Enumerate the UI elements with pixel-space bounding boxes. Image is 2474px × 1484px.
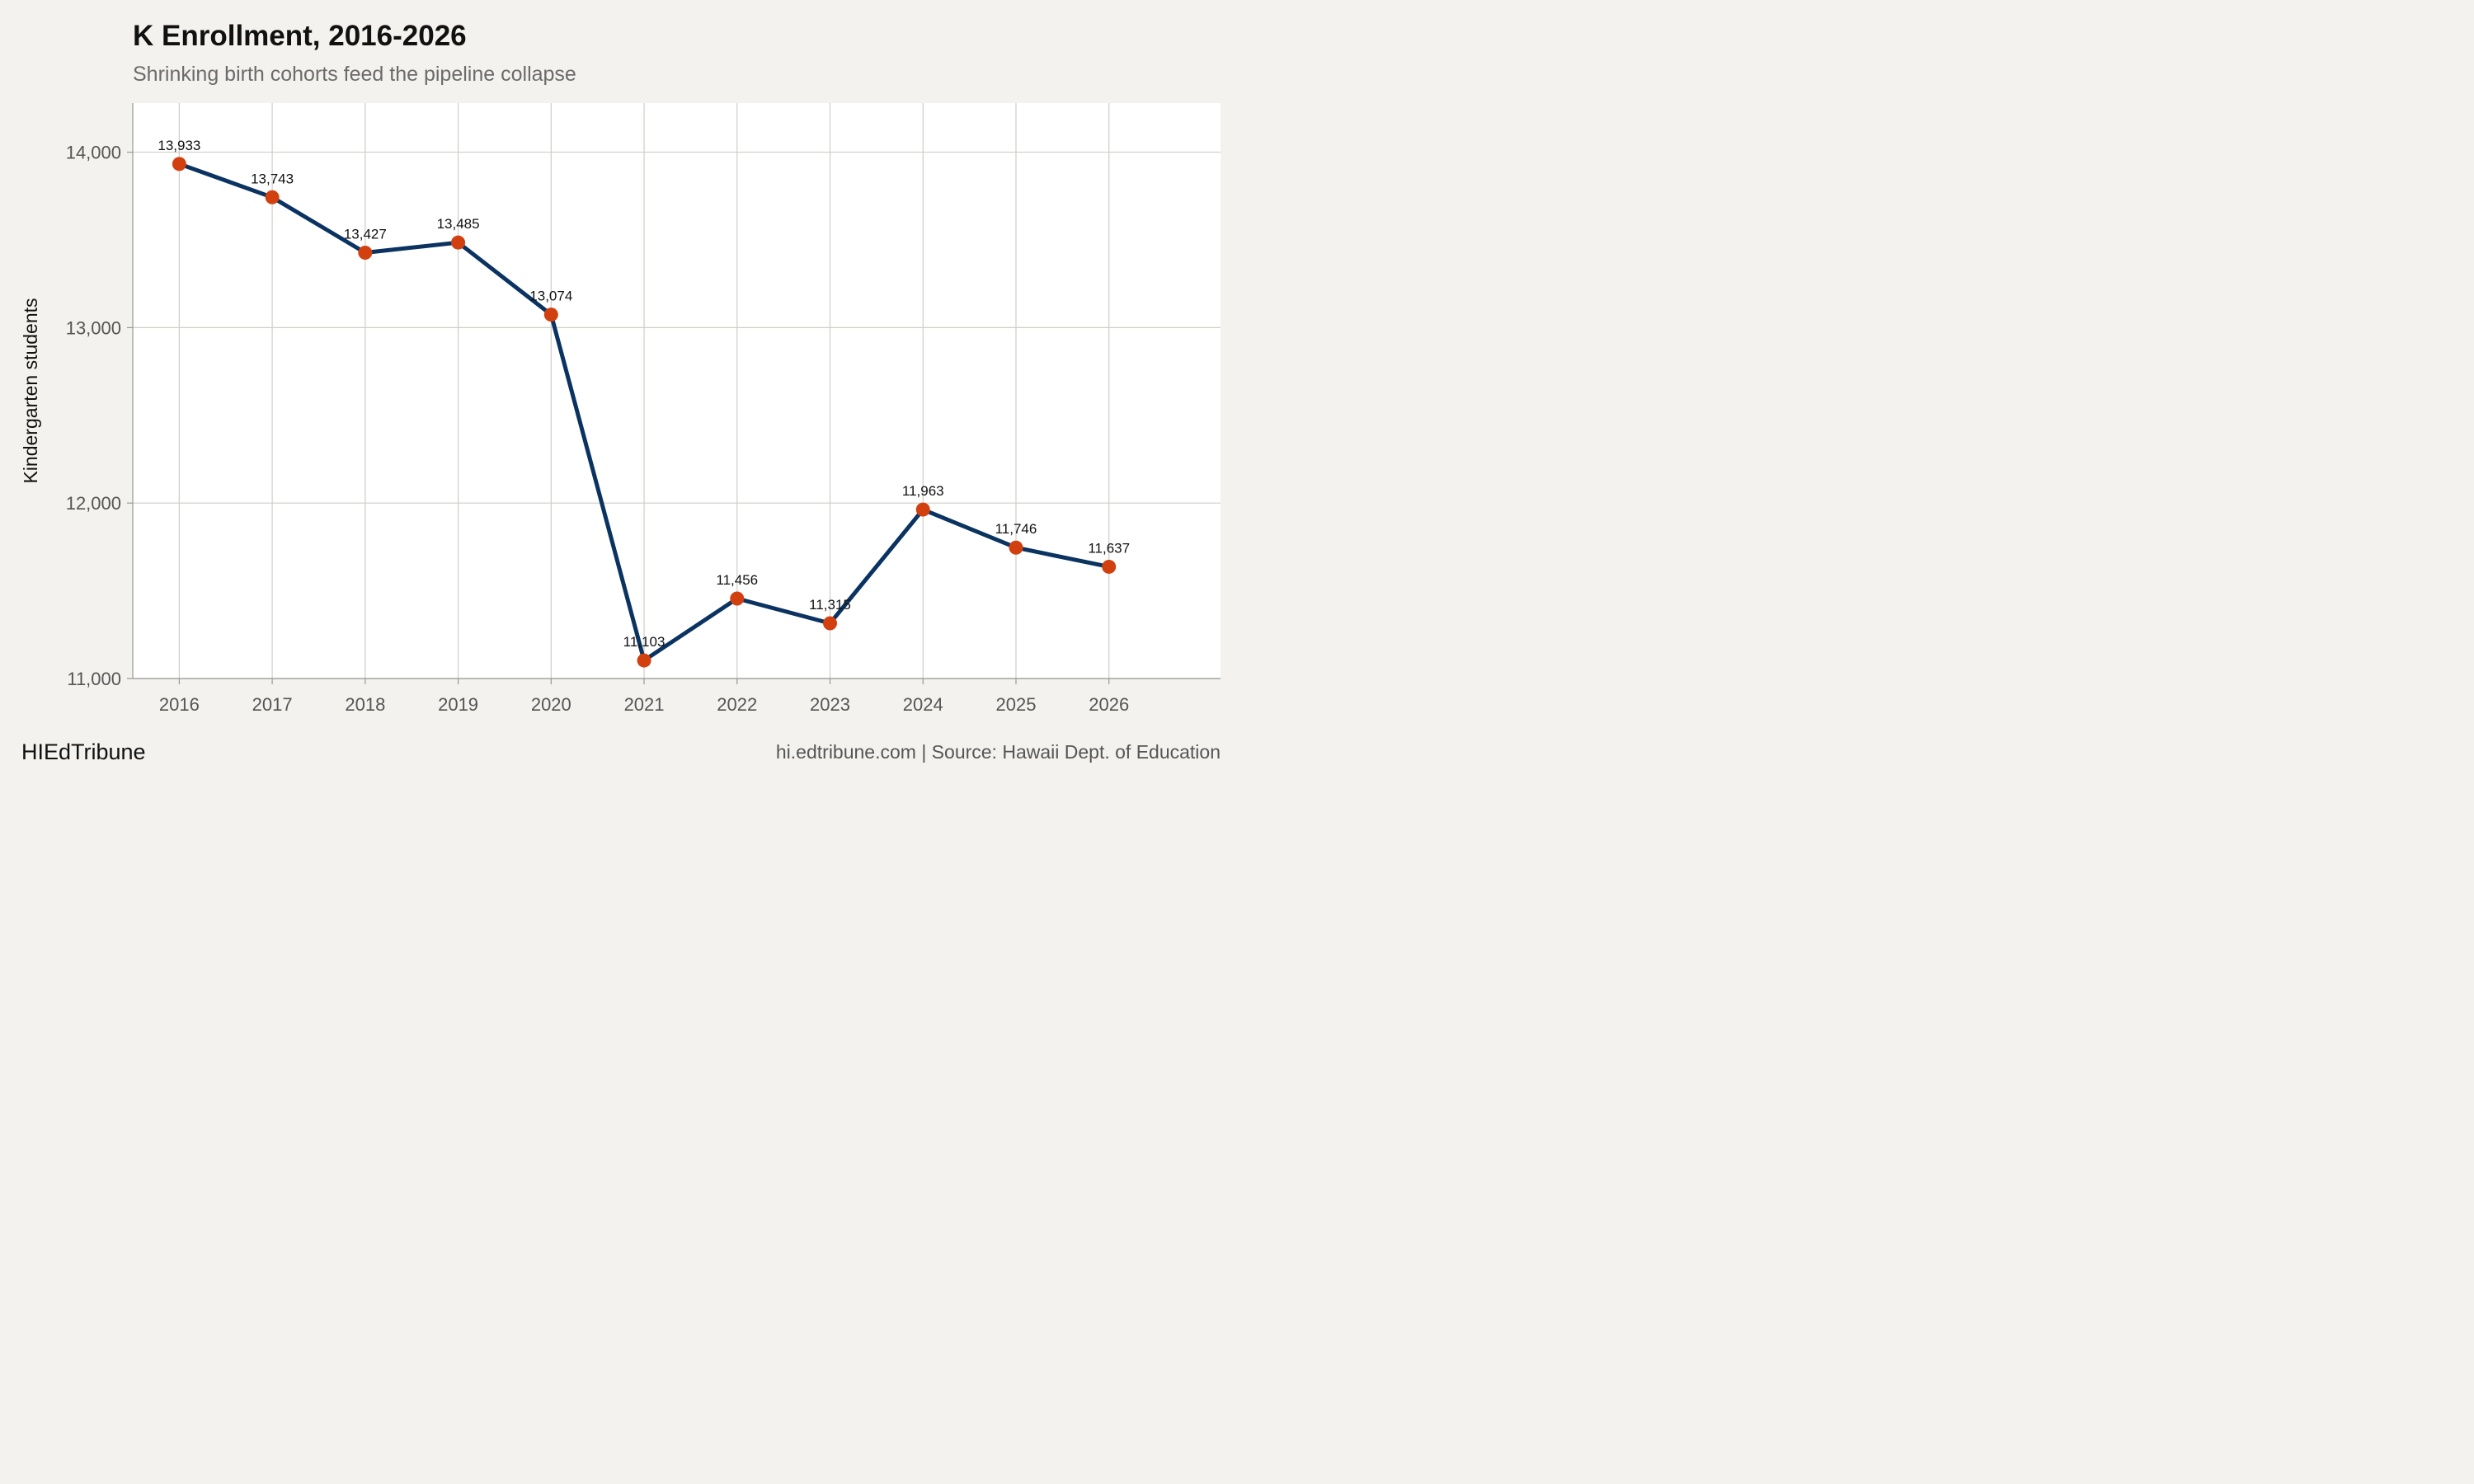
x-tick-label-2018: 2018 (345, 694, 385, 715)
data-label-2023: 11,315 (809, 597, 851, 613)
y-tick-label-11000: 11,000 (67, 669, 121, 689)
x-tick-label-2016: 2016 (159, 694, 200, 715)
data-label-2017: 13,743 (251, 171, 294, 186)
data-point-2022 (730, 591, 745, 606)
data-label-2018: 13,427 (344, 227, 387, 242)
y-tick-labels: 11,000 12,000 13,000 14,000 (66, 143, 121, 689)
data-label-2020: 13,074 (529, 289, 572, 304)
y-tick-label-13000: 13,000 (66, 317, 121, 338)
x-tick-label-2020: 2020 (531, 694, 571, 715)
data-label-2016: 13,933 (158, 138, 200, 153)
x-tick-label-2024: 2024 (903, 694, 943, 715)
data-point-2018 (358, 246, 373, 261)
x-tick-label-2022: 2022 (717, 694, 757, 715)
data-point-2023 (823, 616, 838, 631)
data-point-2026 (1102, 559, 1117, 574)
data-label-2025: 11,746 (995, 521, 1037, 537)
line-chart: 2016 2017 2018 2019 2020 2021 2022 2023 2024 2025… (20, 103, 1221, 715)
data-point-2025 (1009, 540, 1023, 555)
data-point-2016 (172, 157, 186, 171)
chart-subtitle: Shrinking birth cohorts feed the pipelin… (133, 63, 576, 86)
x-tick-label-2019: 2019 (438, 694, 478, 715)
x-tick-label-2023: 2023 (810, 694, 850, 715)
y-tick-label-12000: 12,000 (66, 493, 121, 514)
x-tick-label-2026: 2026 (1089, 694, 1129, 715)
data-label-2022: 11,456 (716, 572, 758, 588)
data-point-2021 (637, 653, 651, 668)
x-tick-labels: 2016 2017 2018 2019 2020 2021 2022 2023 2024 2025… (159, 694, 1129, 715)
brand-logo-text: HIEdTribune (21, 740, 146, 764)
y-tick-label-14000: 14,000 (66, 143, 121, 163)
x-tick-label-2025: 2025 (996, 694, 1037, 715)
data-label-2021: 11,103 (623, 634, 666, 650)
chart-title: K Enrollment, 2016-2026 (133, 20, 467, 52)
source-caption: hi.edtribune.com | Source: Hawaii Dept. … (775, 741, 1221, 763)
x-tick-label-2021: 2021 (624, 694, 665, 715)
data-points (172, 157, 1117, 668)
data-point-2024 (915, 502, 930, 517)
data-label-2024: 11,963 (902, 483, 944, 499)
axes (127, 103, 1221, 684)
y-axis-title: Kindergarten students (20, 298, 41, 483)
vertical-gridlines (178, 103, 1110, 679)
plot-panel (133, 103, 1221, 679)
data-label-2019: 13,485 (437, 216, 480, 232)
data-label-2026: 11,637 (1088, 540, 1130, 556)
x-tick-label-2017: 2017 (252, 694, 293, 715)
data-point-2020 (543, 308, 558, 322)
data-labels: 13,933 13,743 13,427 13,485 13,074 11,103 11,4… (158, 138, 1130, 650)
data-point-2017 (265, 190, 280, 204)
data-point-2019 (451, 235, 466, 250)
